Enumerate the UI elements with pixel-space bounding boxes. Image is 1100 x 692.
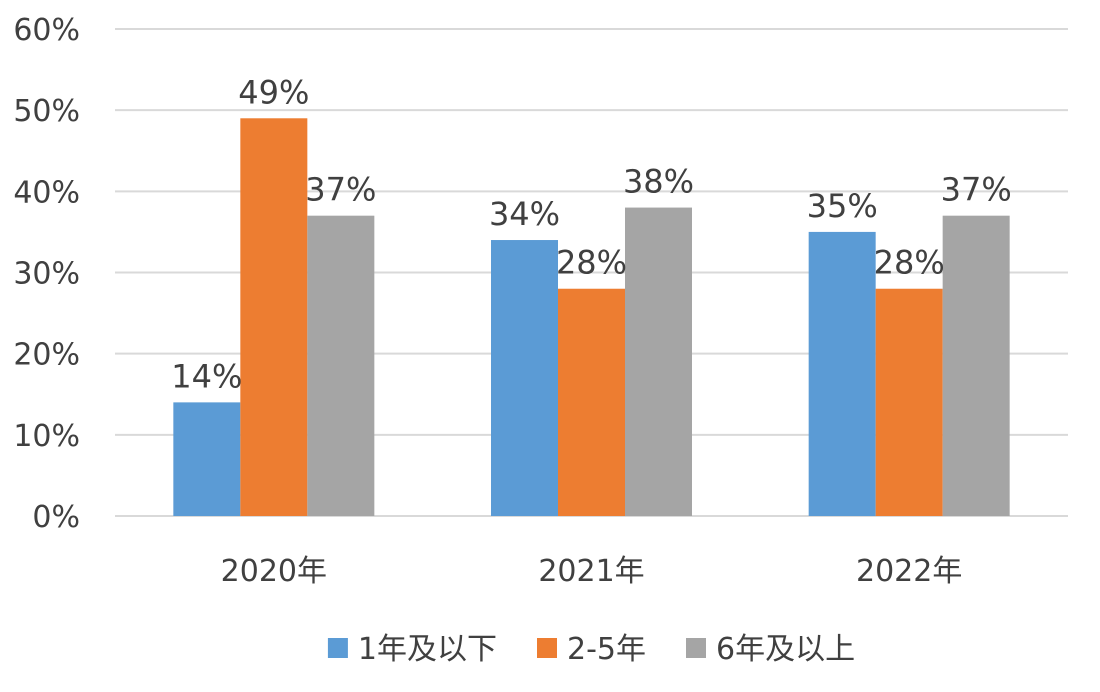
y-tick-label: 40% — [13, 175, 80, 210]
legend-label: 1年及以下 — [358, 632, 497, 667]
y-tick-label: 10% — [13, 419, 80, 454]
y-axis-tick-labels: 0% 10% 20% 30% 40% 50% 60% — [13, 13, 80, 535]
y-tick-label: 30% — [13, 257, 80, 292]
legend-label: 6年及以上 — [716, 632, 855, 667]
bar — [240, 118, 308, 517]
bar — [558, 288, 625, 516]
x-tick-label: 2021年 — [538, 554, 644, 589]
data-label: 28% — [556, 244, 627, 282]
x-tick-label: 2020年 — [221, 554, 327, 589]
data-label: 37% — [941, 171, 1012, 209]
data-label: 37% — [305, 171, 376, 209]
data-label: 34% — [489, 195, 560, 233]
legend-item: 6年及以上 — [686, 632, 855, 667]
legend-item: 1年及以下 — [327, 632, 497, 667]
x-tick-label: 2022年 — [856, 554, 962, 589]
bar — [307, 215, 375, 516]
legend-label: 2-5年 — [567, 632, 646, 667]
bar — [625, 207, 692, 517]
data-label: 14% — [171, 357, 242, 395]
legend-item: 2-5年 — [537, 632, 646, 667]
y-tick-label: 20% — [13, 338, 80, 373]
bars — [173, 118, 1010, 517]
legend-swatch — [537, 638, 557, 658]
data-label: 49% — [238, 73, 309, 111]
y-tick-label: 0% — [32, 500, 80, 535]
y-tick-label: 60% — [13, 13, 80, 48]
legend: 1年及以下 2-5年 6年及以上 — [327, 632, 855, 667]
bar — [942, 215, 1010, 516]
bar — [173, 402, 241, 516]
data-labels: 14% 49% 37% 34% 28% 38% 35% 28% 37% — [171, 73, 1011, 395]
bar — [875, 288, 943, 516]
data-label: 35% — [807, 187, 878, 225]
x-axis-tick-labels: 2020年 2021年 2022年 — [221, 554, 963, 589]
data-label: 38% — [623, 163, 694, 201]
y-tick-label: 50% — [13, 94, 80, 129]
legend-swatch — [327, 638, 348, 658]
data-label: 28% — [874, 244, 945, 282]
bar — [808, 231, 876, 516]
bar — [491, 240, 558, 517]
legend-swatch — [686, 638, 706, 658]
